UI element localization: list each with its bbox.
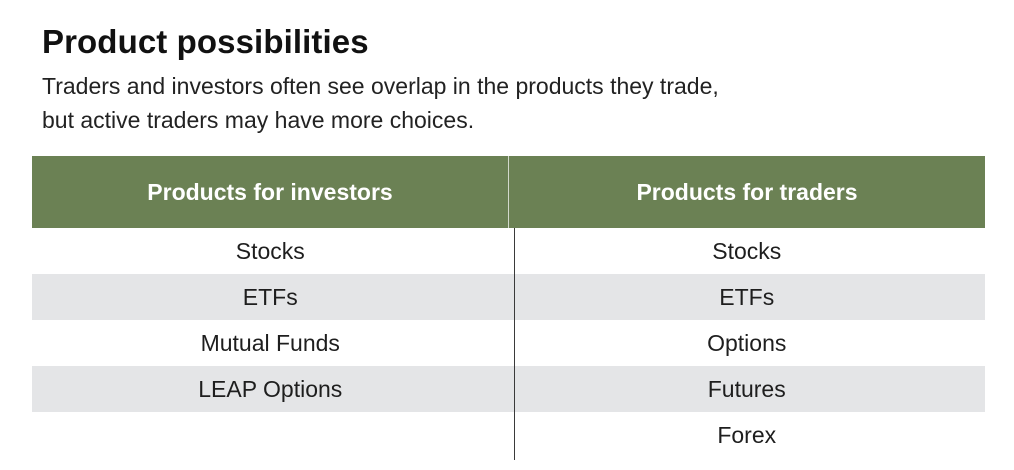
subtitle: Traders and investors often see overlap …	[42, 69, 982, 137]
chart-header: Product possibilities Traders and invest…	[42, 22, 982, 137]
investor-product-cell	[32, 412, 509, 458]
table-body: Stocks Stocks ETFs ETFs Mutual Funds Opt…	[32, 228, 985, 460]
table-row: Forex	[32, 412, 985, 458]
subtitle-line-2: but active traders may have more choices…	[42, 107, 475, 133]
investor-product-cell: Stocks	[235, 237, 305, 264]
trader-product-cell: Futures	[707, 375, 786, 402]
trader-product-cell: Options	[707, 329, 787, 356]
table-row: Stocks Stocks	[32, 228, 985, 274]
table-row: LEAP Options Futures	[32, 366, 985, 412]
products-table: Products for investors Products for trad…	[32, 156, 985, 460]
page-title: Product possibilities	[42, 23, 369, 60]
table-row: ETFs ETFs	[32, 274, 985, 320]
table-header-row: Products for investors Products for trad…	[32, 156, 985, 228]
column-header-traders: Products for traders	[508, 156, 985, 228]
subtitle-line-1: Traders and investors often see overlap …	[42, 73, 719, 99]
investor-product-cell: LEAP Options	[198, 375, 343, 402]
investor-product-cell: ETFs	[242, 283, 298, 310]
trader-product-cell: ETFs	[719, 283, 775, 310]
column-header-investors: Products for investors	[147, 178, 393, 205]
column-divider	[514, 228, 515, 460]
trader-product-cell: Forex	[717, 421, 777, 448]
investor-product-cell: Mutual Funds	[200, 329, 340, 356]
table-row: Mutual Funds Options	[32, 320, 985, 366]
trader-product-cell: Stocks	[712, 237, 782, 264]
